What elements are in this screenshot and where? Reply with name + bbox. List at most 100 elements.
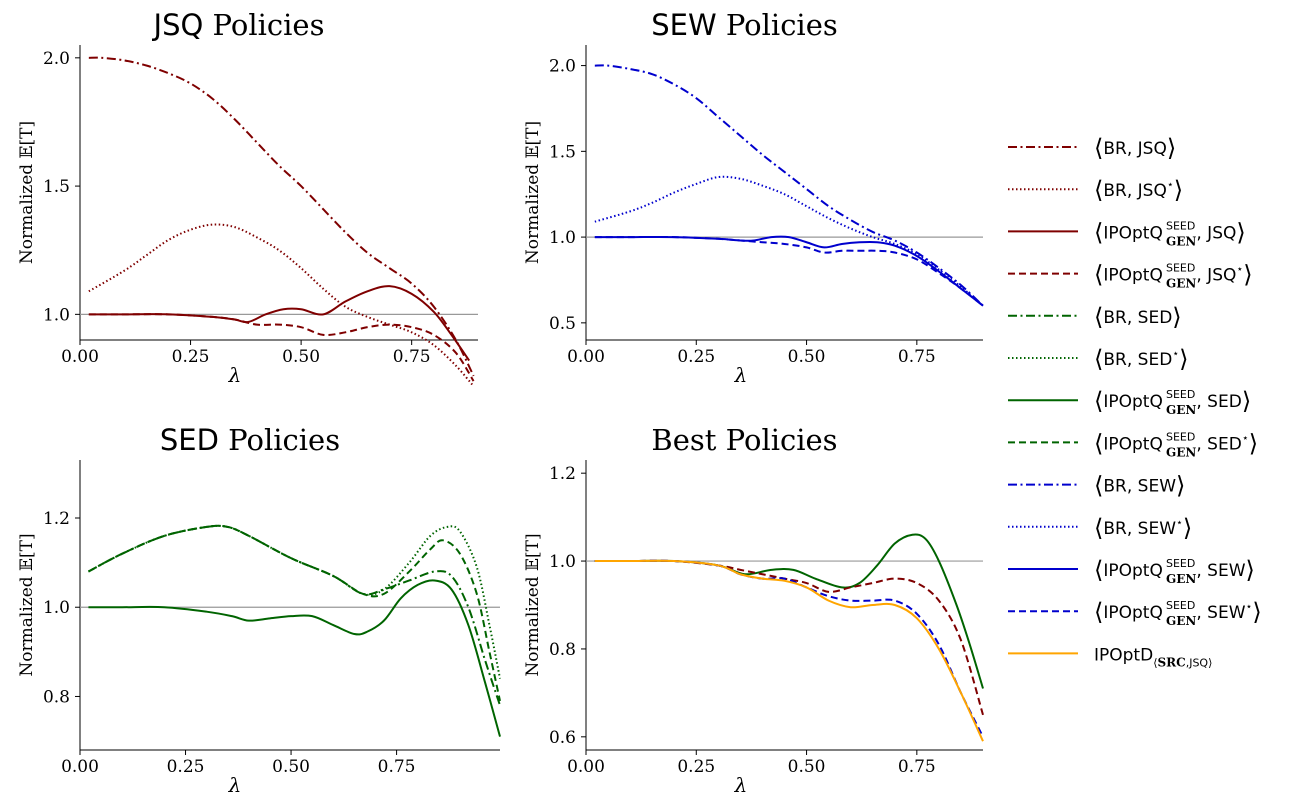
x-tick-label: 0.75 xyxy=(378,757,416,777)
panel-4: Best Policies 0.6 0.8 1.0 1.2 0.00 0.25 0.50 0.7… xyxy=(523,423,984,797)
y-tick-label: 1.0 xyxy=(549,228,576,248)
legend-label-part: ⟨ xyxy=(1094,598,1103,626)
chart-title: Best Policies xyxy=(651,423,837,457)
x-tick-label: 0.50 xyxy=(282,347,320,367)
y-tick-label: 1.5 xyxy=(549,142,576,162)
y-tick-label: 1.2 xyxy=(43,509,70,529)
chart-title-word: Policies xyxy=(228,423,340,457)
legend-entry-8: ⟨IPOptQ SEED GEN, SED⋆⟩ xyxy=(1008,429,1258,459)
legend-label: ⟨IPOptQ SEED GEN, JSQ⟩ xyxy=(1094,218,1246,248)
legend-label-part: , SED xyxy=(1196,392,1241,412)
legend-entry-4: ⟨IPOptQ SEED GEN, JSQ⋆⟩ xyxy=(1008,261,1253,291)
chart-title: JSQ Policies xyxy=(152,8,325,42)
series-line-4 xyxy=(594,235,984,307)
legend-label-part: ⟨ xyxy=(1094,556,1103,584)
x-tick-label: 0.00 xyxy=(567,347,605,367)
legend-label-part: ⋆ xyxy=(1246,600,1253,613)
panel-3: SED Policies 0.8 1.0 1.2 0.00 0.25 0.50 0.75 λ No… xyxy=(17,423,501,797)
series-line-2 xyxy=(594,175,984,307)
series-line-4 xyxy=(88,313,475,382)
legend-label-part: SEED xyxy=(1166,557,1195,570)
series-line-2 xyxy=(88,223,475,387)
chart-title-word: Policies xyxy=(726,8,838,42)
chart-title: SED Policies xyxy=(160,423,340,457)
legend-entry-12: ⟨IPOptQ SEED GEN, SEW⋆⟩ xyxy=(1008,598,1262,628)
legend-label-part: ⟨ xyxy=(1094,345,1103,373)
chart-title-rule: SEW xyxy=(651,8,726,42)
legend-label-part: BR, SEW xyxy=(1103,477,1176,497)
legend-label-part: ⟨ xyxy=(1094,514,1103,542)
legend-entry-11: ⟨IPOptQ SEED GEN, SEW⟩ xyxy=(1008,556,1255,586)
legend-label-part: BR, SEW xyxy=(1103,519,1176,539)
y-tick-label: 1.5 xyxy=(43,177,70,197)
x-axis-label: λ xyxy=(228,363,242,387)
legend-label-part: SRC xyxy=(1158,655,1186,669)
legend-label-part: ⟩ xyxy=(1167,134,1176,162)
chart-title-rule: SED xyxy=(160,423,228,457)
legend-label-part: ⋆ xyxy=(1236,263,1243,276)
legend-label-part: ⋆ xyxy=(1242,431,1249,444)
y-axis-label: Normalized 𝔼[T] xyxy=(523,121,543,264)
legend-label-part: IPOptQ xyxy=(1103,223,1162,243)
legend-label: ⟨BR, SED⋆⟩ xyxy=(1094,345,1189,373)
legend-label-part: ⟨ xyxy=(1094,429,1103,457)
y-tick-label: 1.0 xyxy=(549,552,576,572)
legend-entry-13: IPOptD⟨SRC,JSQ⟩ xyxy=(1008,645,1212,669)
legend-label-part: GEN xyxy=(1166,277,1196,291)
legend-label-part: ⋆ xyxy=(1172,347,1179,360)
legend-entry-9: ⟨BR, SEW⟩ xyxy=(1008,472,1185,500)
y-tick-label: 0.6 xyxy=(549,728,576,748)
legend-label-part: GEN xyxy=(1166,614,1196,628)
legend-label-part: ⟩ xyxy=(1246,556,1255,584)
y-axis-label: Normalized 𝔼[T] xyxy=(523,533,543,676)
x-tick-label: 0.25 xyxy=(677,757,715,777)
legend-label: ⟨IPOptQ SEED GEN, JSQ⋆⟩ xyxy=(1094,261,1253,291)
legend-label-part: ⟨ xyxy=(1094,261,1103,289)
legend-label-part: BR, SED xyxy=(1103,350,1172,370)
legend-entry-7: ⟨IPOptQ SEED GEN, SED⟩ xyxy=(1008,387,1251,417)
legend-label-part: ,JSQ⟩ xyxy=(1186,656,1213,669)
x-tick-label: 0.50 xyxy=(788,347,826,367)
legend-entry-10: ⟨BR, SEW⋆⟩ xyxy=(1008,514,1192,542)
legend-label-part: SEED xyxy=(1166,219,1195,232)
legend-label: ⟨BR, JSQ⟩ xyxy=(1094,134,1176,162)
legend-label-part: ⟩ xyxy=(1174,176,1183,204)
legend-label-part: ⟩ xyxy=(1252,598,1261,626)
x-axis-label: λ xyxy=(734,773,748,797)
legend-label-part: BR, JSQ xyxy=(1103,181,1166,201)
series-line-1 xyxy=(594,64,984,307)
legend-label: ⟨BR, JSQ⋆⟩ xyxy=(1094,176,1183,204)
legend-label-part: ⟩ xyxy=(1176,472,1185,500)
x-tick-label: 0.25 xyxy=(167,757,205,777)
legend-label-part: , SED xyxy=(1196,434,1241,454)
legend-label: ⟨IPOptQ SEED GEN, SEW⋆⟩ xyxy=(1094,598,1262,628)
y-tick-label: 2.0 xyxy=(43,49,70,69)
chart-title-word: Best Policies xyxy=(651,423,837,457)
legend-label-part: ⟩ xyxy=(1249,429,1258,457)
legend-label-part: ⟨ xyxy=(1094,303,1103,331)
panel-2: SEW Policies 0.5 1.0 1.5 2.0 0.00 0.25 0.50 0.75… xyxy=(523,8,984,387)
y-axis-label: Normalized 𝔼[T] xyxy=(17,121,37,264)
x-axis-label: λ xyxy=(228,773,242,797)
y-tick-label: 1.0 xyxy=(43,305,70,325)
legend-label-part: ⟩ xyxy=(1183,514,1192,542)
x-tick-label: 0.25 xyxy=(677,347,715,367)
legend-label-part: ⟩ xyxy=(1243,261,1252,289)
y-tick-label: 0.8 xyxy=(43,687,70,707)
legend-label-part: , JSQ xyxy=(1196,266,1236,286)
y-tick-label: 2.0 xyxy=(549,57,576,77)
legend-label-part: GEN xyxy=(1166,445,1196,459)
series-line-1 xyxy=(594,533,984,689)
legend-label-part: ⟩ xyxy=(1179,345,1188,373)
series-line-4 xyxy=(594,559,984,742)
legend-entry-3: ⟨IPOptQ SEED GEN, JSQ⟩ xyxy=(1008,218,1246,248)
legend-label-part: BR, JSQ xyxy=(1103,139,1166,159)
series-line-3 xyxy=(88,579,501,737)
series-line-2 xyxy=(87,524,501,679)
legend-label: ⟨IPOptQ SEED GEN, SEW⟩ xyxy=(1094,556,1255,586)
x-tick-label: 0.00 xyxy=(61,757,99,777)
x-tick-label: 0.50 xyxy=(272,757,310,777)
legend-label-part: SEED xyxy=(1166,599,1195,612)
legend: ⟨BR, JSQ⟩⟨BR, JSQ⋆⟩⟨IPOptQ SEED GEN, JSQ⟩⟨… xyxy=(1008,134,1262,669)
